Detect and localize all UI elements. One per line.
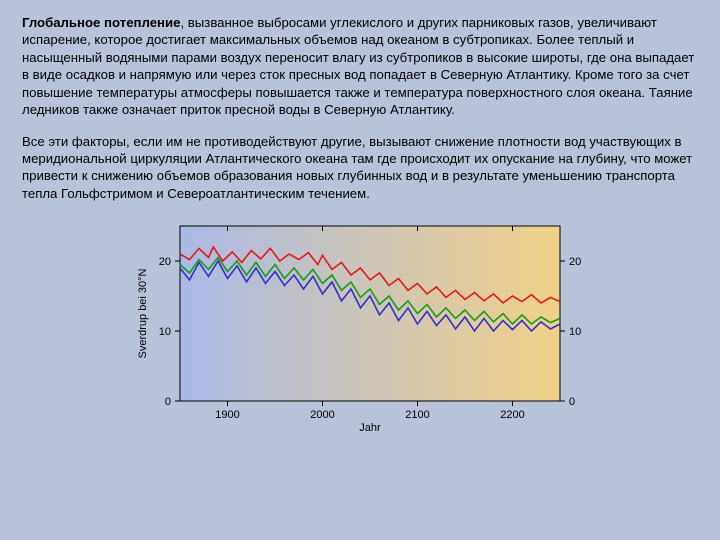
svg-text:2000: 2000 <box>310 409 334 421</box>
svg-text:2200: 2200 <box>500 409 524 421</box>
svg-text:2100: 2100 <box>405 409 429 421</box>
svg-text:10: 10 <box>569 326 581 338</box>
paragraph-1: Глобальное потепление, вызванное выброса… <box>22 14 698 119</box>
svg-text:20: 20 <box>159 256 171 268</box>
svg-text:10: 10 <box>159 326 171 338</box>
chart-svg: 1900 2000 2100 2200 0 10 20 0 10 20 Sverdrup bei 3… <box>130 216 590 436</box>
svg-text:20: 20 <box>569 256 581 268</box>
paragraph-2: Все эти факторы, если им не противодейст… <box>22 133 698 203</box>
svg-text:0: 0 <box>569 396 575 408</box>
para1-bold: Глобальное потепление <box>22 15 180 30</box>
svg-text:Sverdrup bei 30°N: Sverdrup bei 30°N <box>137 269 149 359</box>
svg-text:Jahr: Jahr <box>359 422 381 434</box>
svg-text:1900: 1900 <box>215 409 239 421</box>
svg-text:0: 0 <box>165 396 171 408</box>
para1-rest: , вызванное выбросами углекислого и друг… <box>22 15 694 117</box>
line-chart: 1900 2000 2100 2200 0 10 20 0 10 20 Sverdrup bei 3… <box>130 216 590 436</box>
